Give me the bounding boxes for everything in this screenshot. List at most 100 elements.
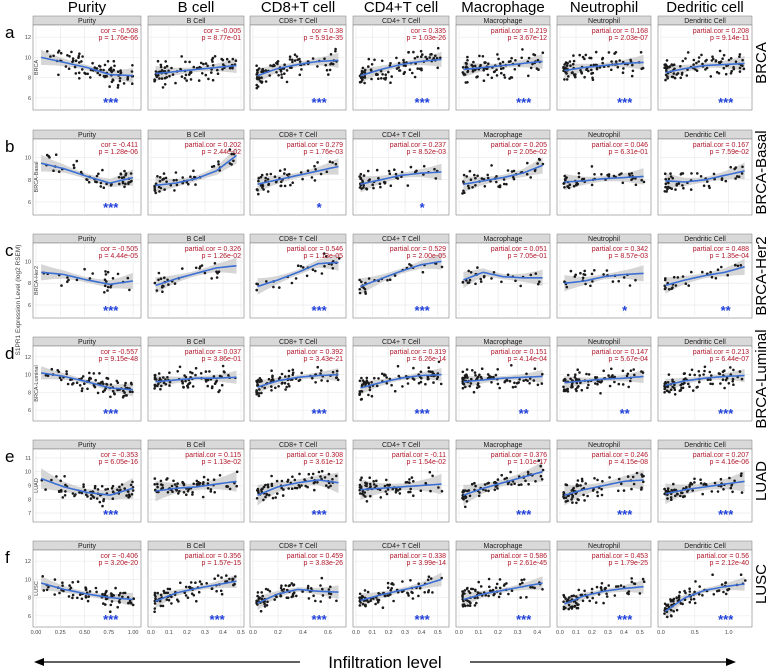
data-point [565,176,568,179]
data-point [358,483,362,487]
data-point [436,375,440,379]
data-point [563,63,566,66]
data-point [577,172,581,175]
data-point [104,74,107,78]
data-point [189,581,193,584]
data-point [297,484,301,487]
data-point [291,371,295,375]
data-point [710,374,713,377]
panel-y-label: LUAD [34,478,40,493]
data-point [208,370,211,373]
confidence-band [360,51,442,84]
data-point [218,374,222,378]
data-point [281,494,285,497]
data-point [602,273,605,276]
data-point [663,602,667,606]
data-point [469,271,473,274]
data-point [475,601,478,605]
data-point [166,477,169,480]
data-point [283,184,287,188]
data-point [462,495,465,498]
data-point [474,184,477,187]
data-point [564,389,567,393]
data-point [361,78,364,82]
data-point [374,602,377,606]
panel-strip-label: B Cell [187,236,206,243]
data-point [299,264,303,268]
data-point [693,601,697,605]
data-point [92,372,96,375]
panel-strip-label: Purity [78,236,96,243]
data-point [104,597,108,601]
data-point [131,64,134,67]
data-point [406,480,409,484]
data-point [679,76,682,80]
y-tick-label: 9 [28,484,31,490]
confidence-band [41,154,133,188]
data-point [295,594,298,598]
data-point [622,489,626,492]
y-tick-label: 12 [25,559,31,565]
correlation-label: partial.cor = 0.213 [693,349,749,356]
data-point [683,372,686,375]
data-point [579,381,582,385]
data-point [536,162,539,165]
data-point [721,370,725,374]
data-point [78,77,81,80]
data-point [570,71,574,75]
data-point [693,590,696,594]
data-point [101,390,105,394]
data-point [129,172,133,175]
data-point [66,54,69,57]
data-point [666,188,669,191]
data-point [670,498,673,502]
data-point [513,482,516,486]
data-point [117,176,121,179]
correlation-label: cor = -0.557 [100,349,138,356]
data-point [271,374,274,378]
data-point [334,47,337,51]
data-point [734,177,737,180]
data-point [379,185,382,189]
data-point [475,75,478,79]
data-point [701,62,704,66]
data-point [582,177,586,181]
data-point [364,292,368,295]
data-point [434,177,438,180]
data-point [507,592,510,596]
data-point [509,470,512,474]
panel-strip-label: B Cell [187,339,206,346]
data-point [220,383,224,387]
data-point [680,172,683,175]
data-point [273,175,277,178]
correlation-label: cor = -0.508 [100,28,138,35]
smooth-line [155,480,237,492]
data-point [213,382,217,386]
data-point [260,591,264,594]
data-point [506,273,510,277]
data-point [109,395,112,399]
data-point [595,376,599,379]
data-point [163,276,166,280]
data-point [677,596,681,599]
data-point [184,60,187,64]
panel-y-label: BRCA-Basal [34,162,40,193]
data-point [282,488,285,491]
data-point [117,593,121,597]
significance-stars: ** [519,406,530,421]
data-point [477,494,481,498]
data-point [257,597,261,601]
data-point [439,56,442,60]
data-point [527,482,530,486]
data-point [364,604,367,608]
data-point [255,282,258,286]
data-point [313,179,317,182]
data-point [282,588,286,591]
data-point [409,490,412,494]
data-point [419,380,423,384]
data-point [689,188,693,191]
data-point [485,67,489,70]
data-point [316,161,319,164]
